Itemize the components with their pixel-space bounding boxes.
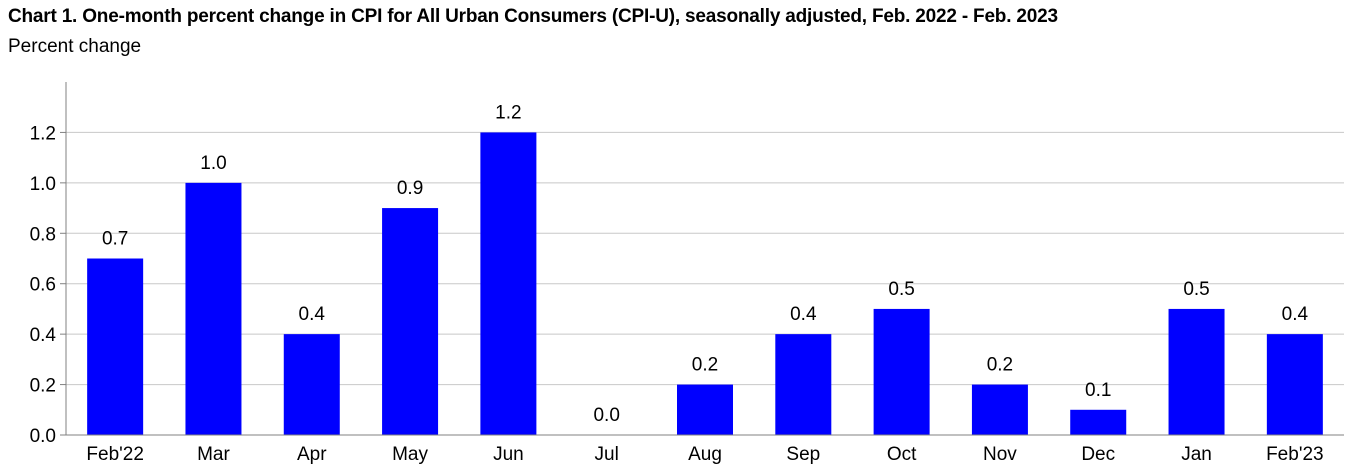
bar-sep bbox=[775, 334, 832, 435]
bar-apr bbox=[283, 334, 340, 435]
x-tick-label: Oct bbox=[887, 444, 917, 465]
bar-dec bbox=[1070, 409, 1127, 435]
x-tick-label: May bbox=[392, 444, 428, 465]
bar-nov bbox=[971, 384, 1028, 435]
bar-oct bbox=[873, 308, 930, 435]
data-label: 0.9 bbox=[397, 178, 423, 199]
x-tick-label: Jul bbox=[595, 444, 619, 465]
x-tick-label: Mar bbox=[197, 444, 230, 465]
x-tick-labels: Feb'22 Mar Apr May Jun Jul Aug Sep Oct Nov Dec Jan F… bbox=[86, 444, 1323, 465]
y-tick-label: 1.2 bbox=[30, 123, 56, 144]
bar-mar bbox=[185, 182, 242, 435]
y-tick-labels: 0.0 0.2 0.4 0.6 0.8 1.0 1.2 bbox=[30, 123, 57, 447]
bar-feb22 bbox=[87, 258, 144, 435]
data-label: 0.0 bbox=[593, 405, 619, 426]
data-label: 0.2 bbox=[692, 355, 718, 376]
bar-feb23 bbox=[1266, 334, 1323, 435]
y-tick-label: 0.8 bbox=[30, 224, 56, 245]
x-tick-label: Apr bbox=[297, 444, 327, 465]
x-tick-label: Dec bbox=[1081, 444, 1115, 465]
axes bbox=[60, 82, 1344, 436]
data-label: 1.0 bbox=[200, 153, 226, 174]
bar-aug bbox=[677, 384, 733, 435]
bar-jan bbox=[1168, 308, 1225, 435]
chart-subtitle: Percent change bbox=[8, 36, 142, 57]
x-tick-label: Feb'22 bbox=[86, 444, 144, 465]
data-label: 0.4 bbox=[790, 304, 817, 325]
bars bbox=[87, 132, 1323, 435]
y-tick-label: 0.4 bbox=[30, 325, 57, 346]
data-label: 0.5 bbox=[888, 279, 914, 300]
data-labels: 0.7 1.0 0.4 0.9 1.2 0.0 0.2 0.4 0.5 0.2 0.1 0.5 0.4 bbox=[102, 102, 1309, 426]
data-label: 0.4 bbox=[299, 304, 326, 325]
data-label: 1.2 bbox=[495, 102, 521, 123]
chart-title: Chart 1. One-month percent change in CPI… bbox=[8, 6, 1058, 27]
x-tick-label: Feb'23 bbox=[1266, 444, 1324, 465]
x-tick-label: Nov bbox=[983, 444, 1017, 465]
data-label: 0.7 bbox=[102, 229, 128, 250]
bar-may bbox=[382, 208, 439, 435]
x-tick-label: Sep bbox=[786, 444, 820, 465]
x-tick-label: Aug bbox=[688, 444, 722, 465]
y-tick-label: 0.2 bbox=[30, 376, 56, 397]
data-label: 0.2 bbox=[987, 355, 1013, 376]
data-label: 0.1 bbox=[1085, 380, 1111, 401]
x-tick-label: Jan bbox=[1181, 444, 1212, 465]
y-tick-label: 0.0 bbox=[30, 426, 56, 447]
y-tick-label: 0.6 bbox=[30, 275, 56, 296]
gridlines bbox=[66, 131, 1344, 386]
bar-jun bbox=[480, 132, 537, 435]
data-label: 0.5 bbox=[1183, 279, 1209, 300]
x-tick-label: Jun bbox=[493, 444, 524, 465]
y-tick-label: 1.0 bbox=[30, 174, 56, 195]
data-label: 0.4 bbox=[1282, 304, 1309, 325]
